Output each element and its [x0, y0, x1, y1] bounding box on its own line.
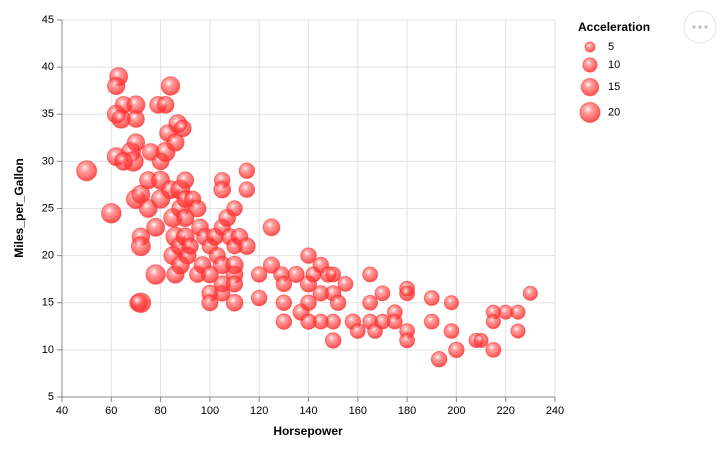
- bubble: [386, 313, 403, 330]
- bubble: [114, 151, 134, 171]
- y-tick-label: 20: [42, 250, 54, 262]
- bubble: [225, 255, 244, 275]
- bubble: [129, 293, 148, 312]
- menu-dot: [704, 25, 708, 29]
- bubble: [201, 294, 219, 312]
- bubble: [146, 217, 166, 237]
- bubble: [300, 294, 317, 311]
- x-tick-label: 240: [546, 405, 564, 417]
- legend-label: 5: [608, 41, 614, 53]
- x-tick-label: 220: [497, 405, 515, 417]
- x-tick-label: 40: [56, 405, 68, 417]
- bubble: [510, 323, 526, 339]
- bubble: [188, 199, 207, 218]
- x-axis-title: Horsepower: [273, 424, 343, 438]
- bubble: [262, 218, 281, 237]
- bubble: [485, 341, 502, 358]
- bubble: [275, 294, 293, 311]
- bubble: [127, 110, 145, 128]
- y-tick-label: 10: [42, 344, 54, 356]
- bubble: [213, 180, 232, 199]
- bubble: [238, 181, 256, 198]
- bubble: [238, 162, 256, 180]
- bubble: [329, 294, 347, 311]
- bubble: [522, 285, 538, 301]
- y-tick-label: 45: [42, 14, 54, 26]
- bubble: [485, 314, 501, 330]
- bubble: [107, 76, 126, 96]
- x-tick-label: 60: [105, 405, 117, 417]
- bubble: [176, 208, 195, 228]
- bubble: [275, 313, 293, 330]
- bubble: [287, 265, 305, 284]
- bubble: [473, 332, 489, 349]
- y-tick-label: 30: [42, 155, 54, 167]
- bubble: [101, 202, 122, 224]
- y-tick-label: 40: [42, 61, 54, 73]
- bubble: [126, 133, 146, 152]
- legend-symbol: [584, 41, 596, 53]
- menu-button[interactable]: [683, 10, 717, 44]
- bubble: [250, 266, 268, 283]
- bubble: [156, 95, 175, 114]
- bubble: [76, 160, 98, 182]
- bubble: [181, 237, 199, 255]
- bubble: [166, 133, 185, 152]
- bubble: [423, 290, 440, 306]
- menu-dot: [698, 25, 702, 29]
- bubble: [325, 266, 342, 283]
- legend-symbol: [582, 57, 598, 73]
- bubble: [145, 264, 166, 285]
- x-tick-label: 160: [349, 405, 367, 417]
- x-tick-label: 120: [250, 405, 268, 417]
- bubble: [325, 313, 342, 330]
- legend-label: 15: [608, 81, 620, 93]
- bubble: [430, 351, 448, 368]
- bubble: [443, 295, 460, 311]
- y-tick-label: 15: [42, 297, 54, 309]
- legend-label: 10: [608, 59, 620, 71]
- x-tick-label: 80: [154, 405, 166, 417]
- bubble: [201, 265, 219, 284]
- bubble: [337, 275, 354, 292]
- axes: 40 60 80 100 120 140 160 180 200 220 240 5 10 15 20 25 3…: [42, 14, 564, 417]
- bubble: [510, 304, 526, 320]
- bubble: [130, 236, 151, 257]
- bubble: [238, 237, 256, 256]
- bubble: [226, 200, 243, 217]
- legend-symbol: [579, 101, 601, 123]
- bubble: [423, 313, 440, 330]
- bubble: [300, 247, 317, 264]
- bubble: [399, 285, 416, 302]
- bubble: [250, 289, 268, 307]
- bubble: [443, 323, 460, 339]
- y-tick-label: 25: [42, 202, 54, 214]
- y-tick-label: 5: [48, 391, 54, 403]
- y-axis-title: Miles_per_Gallon: [12, 158, 26, 257]
- legend-symbol: [580, 77, 600, 97]
- bubble: [225, 275, 244, 293]
- x-tick-label: 100: [201, 405, 219, 417]
- bubble: [349, 323, 366, 339]
- x-tick-label: 180: [398, 405, 416, 417]
- bubble: [225, 293, 244, 312]
- bubble: [362, 294, 379, 311]
- bubble: [448, 341, 465, 359]
- menu-dot: [692, 25, 696, 29]
- bubble: [399, 332, 416, 349]
- bubble: [275, 275, 293, 293]
- points: [76, 67, 538, 368]
- bubble: [362, 266, 379, 283]
- y-tick-label: 35: [42, 108, 54, 120]
- bubble: [160, 76, 181, 96]
- bubble: [173, 119, 192, 138]
- legend-label: 20: [608, 106, 620, 118]
- bubble: [324, 332, 342, 349]
- bubble: [176, 171, 195, 190]
- x-tick-label: 200: [447, 405, 465, 417]
- bubble: [374, 285, 391, 302]
- legend-title: Acceleration: [578, 20, 650, 34]
- x-tick-label: 140: [299, 405, 317, 417]
